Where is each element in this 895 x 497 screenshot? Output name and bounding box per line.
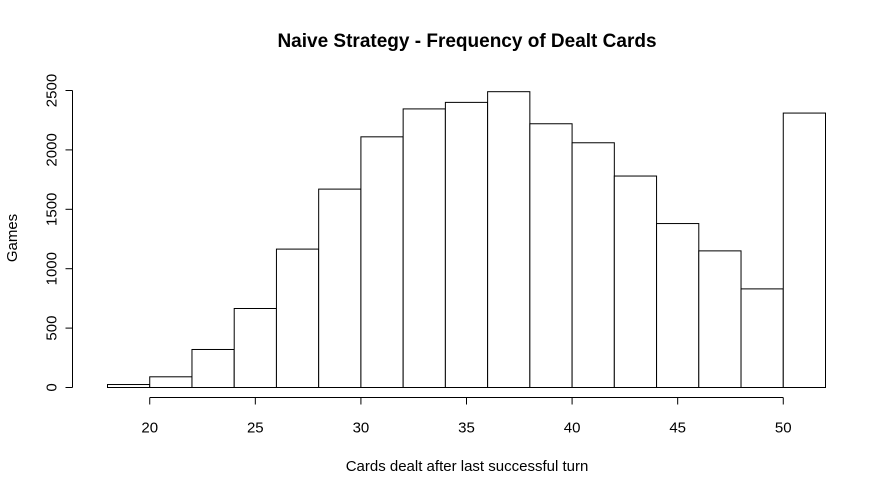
histogram-bar-9	[487, 91, 531, 389]
bars-group	[107, 91, 827, 389]
histogram-bar-7	[402, 108, 446, 388]
x-tick-label: 45	[669, 420, 686, 437]
y-tick-label: 0	[44, 383, 61, 391]
histogram-bar-1	[149, 376, 193, 389]
histogram-bar-12	[613, 175, 658, 388]
chart-title: Naive Strategy - Frequency of Dealt Card…	[277, 31, 656, 52]
y-tick-label: 1000	[44, 252, 61, 285]
histogram-bar-13	[656, 223, 700, 388]
histogram-bar-14	[698, 250, 742, 388]
histogram-bar-16	[782, 112, 827, 389]
x-tick-label: 35	[458, 420, 475, 437]
x-axis: 20 25 30 35 40 45 50	[141, 397, 792, 437]
x-tick-label: 20	[141, 420, 158, 437]
x-axis-label: Cards dealt after last successful turn	[346, 458, 589, 475]
histogram-bar-3	[233, 307, 277, 388]
x-tick-label: 40	[564, 420, 581, 437]
histogram-bar-0	[107, 384, 151, 388]
histogram-bar-2	[191, 348, 235, 389]
x-tick-label: 50	[775, 420, 792, 437]
y-tick-label: 2500	[44, 74, 61, 107]
histogram-bar-4	[275, 248, 320, 388]
y-axis-label: Games	[4, 214, 21, 262]
histogram-bar-6	[360, 136, 404, 388]
y-tick-label: 500	[44, 316, 61, 341]
histogram-bar-5	[318, 188, 362, 388]
x-tick-label: 30	[353, 420, 370, 437]
y-tick-label: 2000	[44, 133, 61, 166]
histogram-bar-10	[529, 123, 573, 388]
x-tick-label: 25	[247, 420, 264, 437]
y-axis: 0 500 1000 1500 2000 2500	[44, 74, 73, 392]
histogram-bar-15	[740, 288, 784, 388]
y-tick-label: 1500	[44, 193, 61, 226]
histogram-bar-11	[571, 142, 615, 388]
histogram-bar-8	[444, 101, 489, 388]
